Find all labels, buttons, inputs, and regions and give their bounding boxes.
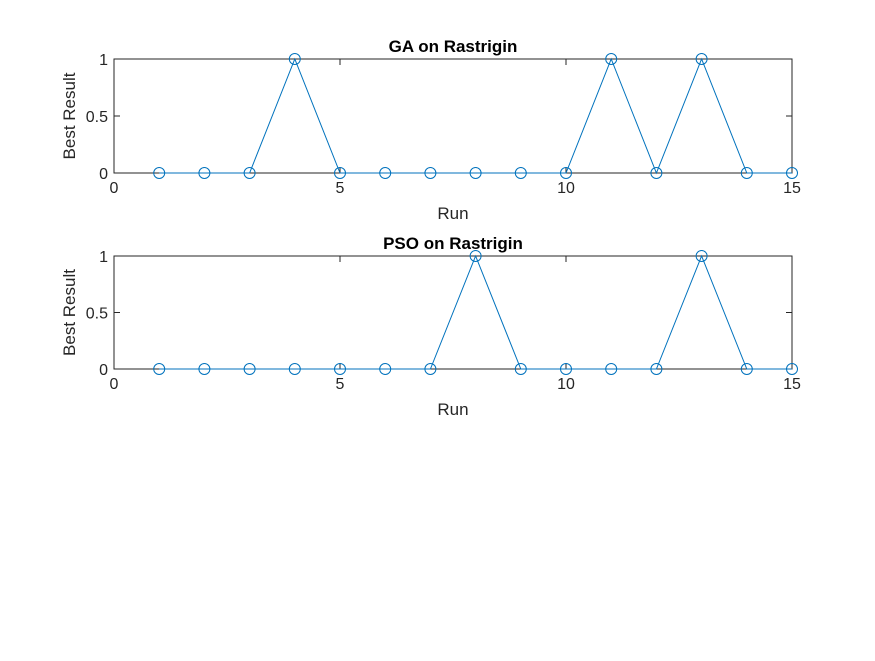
data-point [740,363,753,375]
axes-box [113,58,793,174]
data-point [288,363,301,375]
x-tick-label: 10 [557,376,575,393]
x-tick-label: 0 [110,376,119,393]
y-axis-label: Best Result [60,72,79,159]
x-tick-label: 5 [336,376,345,393]
data-point [650,167,663,179]
data-point [605,53,618,65]
data-point [424,167,437,179]
data-point [379,363,392,375]
data-point [334,167,346,179]
series-line [159,57,792,175]
data-point [786,167,798,179]
x-tick-label: 15 [783,376,801,393]
x-tick-label: 15 [783,180,801,197]
subplot-2: 0 5 10 15 0 0.5 1 PSO on Rastrigin Run Best Resul… [60,234,801,419]
x-axis-label: Run [437,204,468,223]
data-point [514,167,527,179]
data-point [560,167,572,179]
data-point [695,250,708,262]
data-point [469,167,482,179]
data-point [334,363,346,375]
data-point [153,363,166,375]
data-point [198,363,211,375]
x-axis-label: Run [437,400,468,419]
y-tick-label: 0 [99,166,108,183]
data-point [424,363,437,375]
data-point [153,167,166,179]
y-tick-label: 0.5 [86,306,108,323]
data-point [695,53,708,65]
chart-title: GA on Rastrigin [389,37,518,56]
data-point [198,167,211,179]
data-point [605,363,618,375]
data-point [740,167,753,179]
x-tick-label: 0 [110,180,119,197]
data-point [288,53,301,65]
data-point [560,363,572,375]
x-tick-label: 5 [336,180,345,197]
x-tick-label: 10 [557,180,575,197]
y-tick-label: 1 [99,52,108,69]
y-tick-label: 0 [99,362,108,379]
y-tick-label: 0.5 [86,109,108,126]
y-axis-label: Best Result [60,269,79,356]
data-point [786,363,798,375]
data-point [243,167,256,179]
data-point [650,363,663,375]
subplot-1: 0 5 10 15 0 0.5 1 GA on Rastrigin Run Best Result [60,37,801,223]
data-point [379,167,392,179]
data-point [469,250,482,262]
y-tick-label: 1 [99,249,108,266]
data-point [243,363,256,375]
series-line [159,254,792,370]
chart-title: PSO on Rastrigin [383,234,523,253]
data-point [514,363,527,375]
